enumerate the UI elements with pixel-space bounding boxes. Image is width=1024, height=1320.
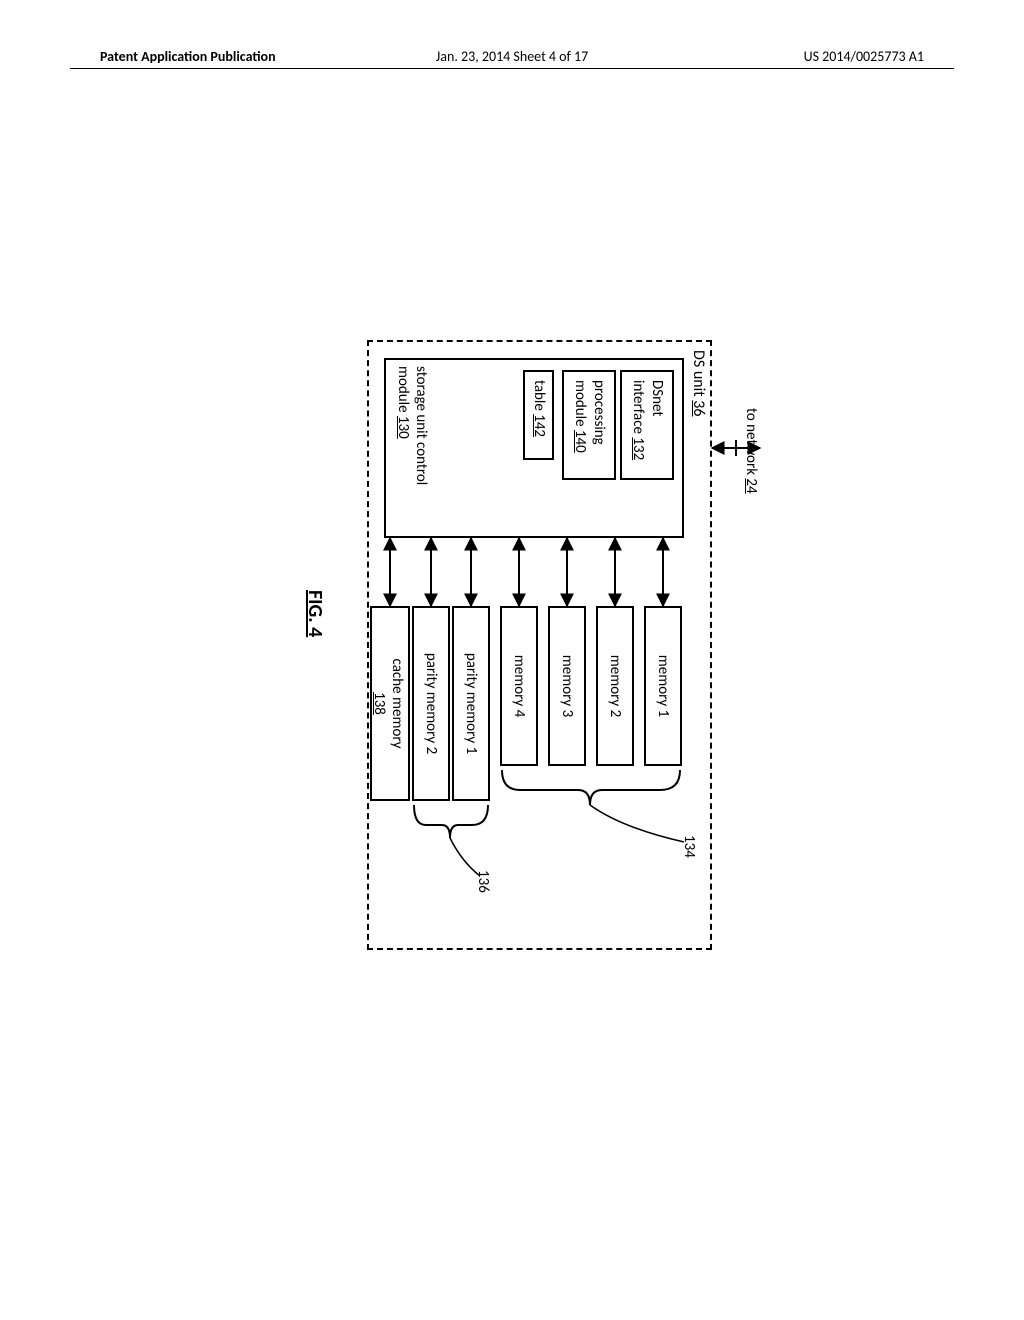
connectors — [252, 280, 772, 1040]
diagram: to network 24 DS unit 36 storage unit co… — [252, 280, 772, 1040]
figure-wrap: to network 24 DS unit 36 storage unit co… — [252, 280, 772, 1040]
figure-caption: FIG. 4 — [303, 590, 327, 637]
header-right: US 2014/0025773 A1 — [804, 48, 924, 65]
page: Patent Application Publication Jan. 23, … — [0, 0, 1024, 1320]
header-left: Patent Application Publication — [100, 48, 276, 65]
header-center: Jan. 23, 2014 Sheet 4 of 17 — [350, 48, 674, 65]
header-rule — [70, 68, 954, 69]
